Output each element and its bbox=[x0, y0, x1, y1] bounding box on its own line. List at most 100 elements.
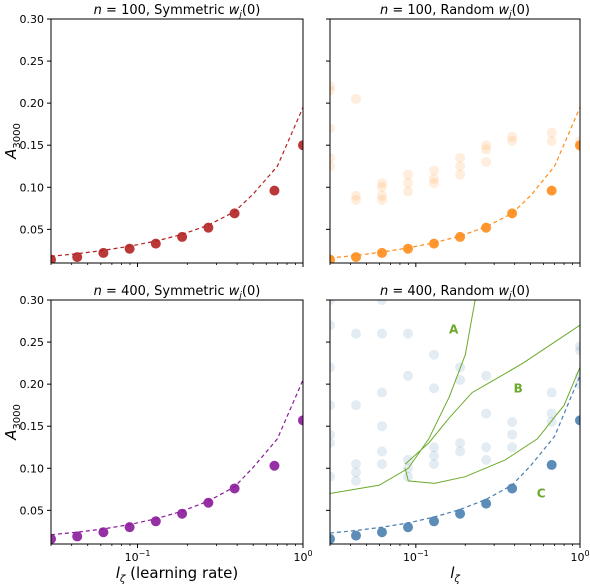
faint-point bbox=[428, 383, 439, 394]
data-point bbox=[98, 247, 109, 258]
faint-point bbox=[575, 345, 580, 356]
data-point bbox=[428, 238, 439, 249]
data-point bbox=[350, 252, 361, 263]
faint-point bbox=[428, 173, 439, 184]
faint-point bbox=[507, 442, 518, 453]
data-point bbox=[546, 459, 557, 470]
faint-point bbox=[376, 446, 387, 457]
faint-point bbox=[376, 182, 387, 193]
faint-point bbox=[546, 127, 557, 138]
faint-point bbox=[350, 328, 361, 339]
data-point bbox=[203, 497, 214, 508]
data-point bbox=[229, 208, 240, 219]
data-point bbox=[203, 222, 214, 233]
plot-area bbox=[330, 81, 580, 263]
faint-point bbox=[350, 400, 361, 411]
y-tick-label: 0.10 bbox=[20, 181, 45, 194]
faint-point bbox=[507, 131, 518, 142]
faint-point bbox=[376, 387, 387, 398]
y-tick-label: 0.05 bbox=[20, 223, 45, 236]
y-tick-label: 0.25 bbox=[20, 336, 45, 349]
data-point bbox=[330, 533, 335, 544]
faint-point bbox=[330, 429, 335, 440]
faint-point bbox=[350, 467, 361, 478]
faint-point bbox=[350, 459, 361, 470]
faint-point bbox=[403, 370, 414, 381]
data-point bbox=[72, 252, 83, 263]
faint-point bbox=[481, 370, 492, 381]
faint-point bbox=[546, 387, 557, 398]
axes-frame bbox=[329, 299, 581, 545]
data-point bbox=[575, 140, 580, 151]
x-tick-label: 100 bbox=[570, 549, 589, 564]
faint-point bbox=[455, 169, 466, 180]
axes-frame bbox=[50, 18, 304, 264]
faint-point bbox=[330, 400, 335, 411]
faint-point bbox=[575, 341, 580, 352]
faint-point bbox=[507, 429, 518, 440]
data-point bbox=[403, 243, 414, 254]
faint-point bbox=[350, 93, 361, 104]
plot-area bbox=[51, 379, 303, 544]
faint-point bbox=[403, 471, 414, 482]
region-label-A: A bbox=[449, 323, 459, 337]
data-point bbox=[546, 185, 557, 196]
data-point bbox=[51, 254, 56, 263]
faint-point bbox=[376, 194, 387, 205]
faint-point bbox=[428, 450, 439, 461]
data-point bbox=[455, 508, 466, 519]
faint-point bbox=[546, 136, 557, 146]
y-tick-label: 0.20 bbox=[20, 97, 45, 110]
data-point bbox=[376, 247, 387, 258]
faint-point bbox=[481, 442, 492, 453]
data-point bbox=[98, 527, 109, 538]
y-tick-label: 0.25 bbox=[20, 55, 45, 68]
y-tick-label: 0.15 bbox=[20, 139, 45, 152]
faint-point bbox=[330, 152, 335, 163]
theory-curve bbox=[330, 107, 580, 259]
panel-top-left: 0.05 0.10 0.15 0.20 0.25 0.30 n = 100, Symmetr… bbox=[2, 3, 304, 267]
data-point bbox=[150, 238, 161, 249]
x-tick-label: 10−1 bbox=[403, 549, 429, 564]
faint-point bbox=[403, 328, 414, 339]
y-axis-label: A3000 bbox=[2, 404, 23, 441]
data-point bbox=[51, 533, 56, 544]
y-tick-label: 0.30 bbox=[20, 13, 45, 26]
panel-bottom-right: A B C 10−1 100 n = 400, Random wj(0) lζ bbox=[326, 284, 590, 585]
data-point bbox=[507, 483, 518, 494]
region-boundary bbox=[330, 300, 476, 494]
faint-point bbox=[376, 421, 387, 432]
region-label-C: C bbox=[537, 487, 546, 501]
y-axis-label: A3000 bbox=[2, 123, 23, 160]
faint-point bbox=[330, 81, 335, 92]
panel-bottom-left: 0.05 0.10 0.15 0.20 0.25 0.30 10−1 100 n = 400, … bbox=[2, 284, 313, 585]
faint-point bbox=[403, 169, 414, 180]
y-tick-label: 0.30 bbox=[20, 294, 45, 307]
faint-point bbox=[403, 454, 414, 465]
faint-point bbox=[428, 178, 439, 189]
panel-title: n = 400, Symmetric wj(0) bbox=[94, 284, 261, 301]
panel-top-right: n = 100, Random wj(0) bbox=[326, 3, 581, 267]
faint-point bbox=[428, 459, 439, 470]
plot-area bbox=[330, 300, 580, 544]
y-tick-label: 0.15 bbox=[20, 420, 45, 433]
faint-point bbox=[376, 190, 387, 201]
x-axis-label: lζ bbox=[450, 564, 460, 585]
y-tick-label: 0.20 bbox=[20, 378, 45, 391]
faint-point bbox=[428, 165, 439, 176]
faint-point bbox=[455, 374, 466, 385]
faint-point bbox=[403, 178, 414, 189]
data-point bbox=[428, 516, 439, 527]
faint-point bbox=[330, 161, 335, 172]
faint-point bbox=[330, 320, 335, 331]
plot-area bbox=[51, 107, 303, 263]
data-point bbox=[269, 185, 280, 196]
data-point bbox=[177, 508, 188, 519]
axes-frame bbox=[50, 299, 304, 545]
data-point bbox=[350, 530, 361, 541]
x-axis-label: lζ (learning rate) bbox=[116, 564, 239, 585]
region-boundary bbox=[404, 367, 580, 484]
x-tick-label: 10−1 bbox=[125, 549, 151, 564]
faint-point bbox=[330, 438, 335, 449]
data-point bbox=[124, 243, 135, 254]
